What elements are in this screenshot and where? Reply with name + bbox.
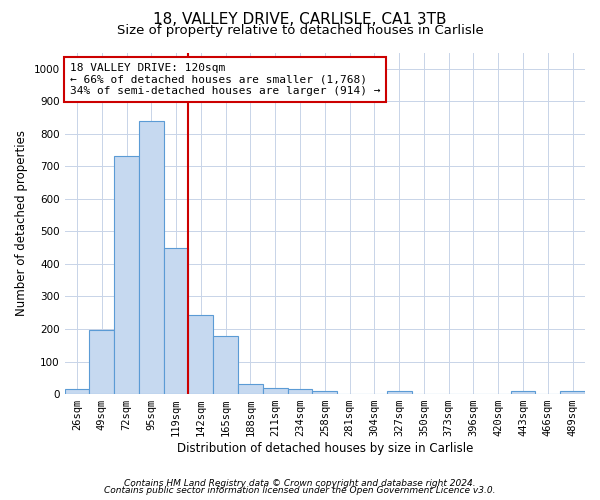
Bar — [313, 391, 337, 394]
X-axis label: Distribution of detached houses by size in Carlisle: Distribution of detached houses by size … — [176, 442, 473, 455]
Text: 18 VALLEY DRIVE: 120sqm
← 66% of detached houses are smaller (1,768)
34% of semi: 18 VALLEY DRIVE: 120sqm ← 66% of detache… — [70, 62, 380, 96]
Bar — [387, 392, 412, 394]
Bar — [263, 388, 287, 394]
Bar — [238, 384, 263, 394]
Text: Size of property relative to detached houses in Carlisle: Size of property relative to detached ho… — [116, 24, 484, 37]
Bar — [65, 389, 89, 394]
Y-axis label: Number of detached properties: Number of detached properties — [15, 130, 28, 316]
Text: Contains HM Land Registry data © Crown copyright and database right 2024.: Contains HM Land Registry data © Crown c… — [124, 478, 476, 488]
Bar — [139, 121, 164, 394]
Bar — [287, 389, 313, 394]
Bar — [511, 392, 535, 394]
Bar — [213, 336, 238, 394]
Text: 18, VALLEY DRIVE, CARLISLE, CA1 3TB: 18, VALLEY DRIVE, CARLISLE, CA1 3TB — [153, 12, 447, 28]
Text: Contains public sector information licensed under the Open Government Licence v3: Contains public sector information licen… — [104, 486, 496, 495]
Bar — [560, 392, 585, 394]
Bar — [188, 316, 213, 394]
Bar — [89, 330, 114, 394]
Bar — [114, 156, 139, 394]
Bar — [164, 248, 188, 394]
